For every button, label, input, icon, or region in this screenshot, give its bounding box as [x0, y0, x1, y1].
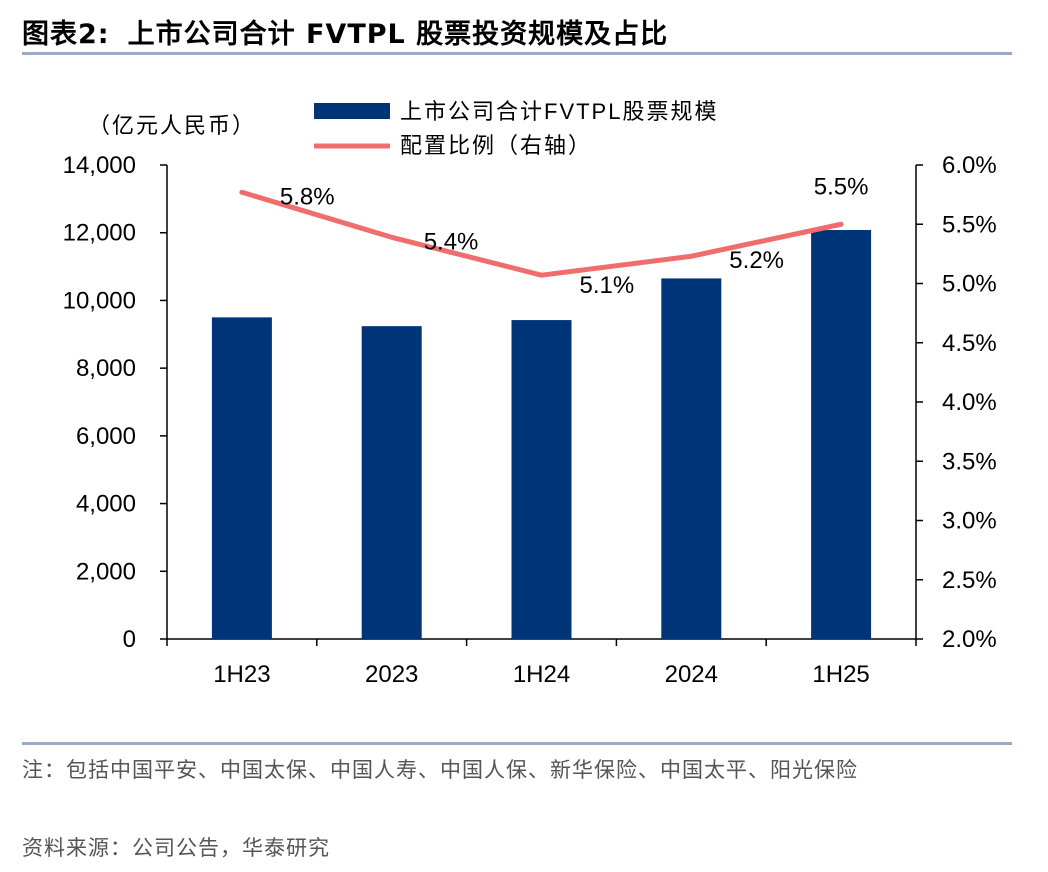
- bar: [211, 317, 272, 639]
- x-axis-tick-label: 1H24: [513, 661, 570, 688]
- right-axis-tick-label: 4.0%: [942, 389, 997, 416]
- x-axis-tick-label: 2024: [665, 661, 718, 688]
- left-axis-tick-label: 8,000: [76, 355, 136, 382]
- legend-label-line: 配置比例（右轴）: [400, 133, 592, 158]
- figure-title: 图表2: 上市公司合计 FVTPL 股票投资规模及占比: [22, 12, 668, 51]
- x-axis-tick-label: 1H23: [213, 661, 270, 688]
- left-axis-tick-label: 4,000: [76, 491, 136, 518]
- right-axis-tick-label: 4.5%: [942, 330, 997, 357]
- right-axis-tick-label: 3.5%: [942, 448, 997, 475]
- right-axis-tick-label: 2.0%: [942, 626, 997, 653]
- ratio-line: [239, 189, 844, 278]
- left-axis-tick-label: 10,000: [63, 287, 136, 314]
- data-label: 5.8%: [280, 183, 335, 210]
- source-note: 资料来源：公司公告，华泰研究: [22, 836, 330, 860]
- left-axis-tick-label: 0: [123, 626, 136, 653]
- footnote: 注：包括中国平安、中国太保、中国人寿、中国人保、新华保险、中国太平、阳光保险: [22, 758, 858, 782]
- right-axis-tick-label: 2.5%: [942, 567, 997, 594]
- figure-number: 图表2:: [22, 19, 110, 50]
- left-axis-tick-label: 6,000: [76, 423, 136, 450]
- right-axis-tick-label: 3.0%: [942, 508, 997, 535]
- figure-title-text: 上市公司合计 FVTPL 股票投资规模及占比: [127, 19, 669, 50]
- data-label: 5.4%: [424, 228, 479, 255]
- right-axis-tick-label: 5.0%: [942, 271, 997, 298]
- left-axis-tick-label: 14,000: [63, 152, 136, 179]
- bar: [511, 320, 572, 639]
- bar: [811, 230, 872, 639]
- top-rule: [22, 52, 1012, 55]
- right-axis-tick-label: 6.0%: [942, 152, 997, 179]
- data-label: 5.1%: [580, 272, 635, 299]
- data-label: 5.2%: [729, 247, 784, 274]
- left-axis-unit-label: （亿元人民币）: [88, 113, 256, 138]
- x-axis-tick-label: 2023: [365, 661, 418, 688]
- right-axis-tick-label: 5.5%: [942, 211, 997, 238]
- x-axis-tick-label: 1H25: [812, 661, 869, 688]
- legend-swatch-bar: [314, 103, 390, 119]
- bar: [361, 326, 422, 639]
- legend-label-bar: 上市公司合计FVTPL股票规模: [400, 99, 718, 124]
- left-axis-tick-label: 12,000: [63, 220, 136, 247]
- data-label: 5.5%: [814, 173, 869, 200]
- bottom-rule: [22, 742, 1012, 745]
- left-axis-tick-label: 2,000: [76, 558, 136, 585]
- bar: [661, 278, 722, 639]
